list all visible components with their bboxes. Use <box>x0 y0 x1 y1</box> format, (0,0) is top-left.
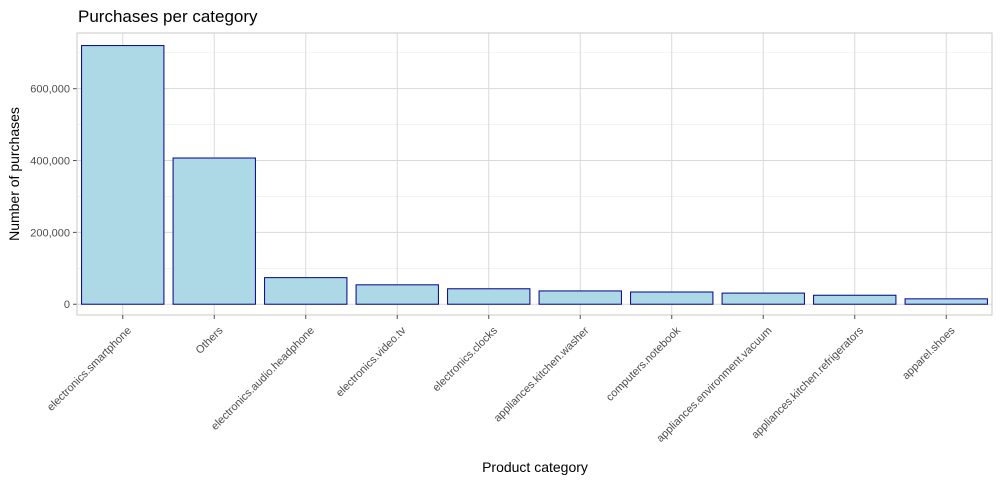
bar-Others <box>172 157 256 305</box>
y-tick-label: 400,000 <box>30 156 70 168</box>
x-tick-label: Others <box>194 324 226 356</box>
bar-appliances-environment-vacuum <box>721 292 805 305</box>
y-axis-title: Number of purchases <box>6 107 22 241</box>
chart-title: Purchases per category <box>78 7 258 26</box>
bar-apparel-shoes <box>904 298 988 305</box>
bar-electronics-video-tv <box>355 284 439 305</box>
bar-appliances-kitchen-washer <box>538 290 622 305</box>
x-tick-label: computers.notebook <box>604 324 683 403</box>
x-tick-label: apparel.shoes <box>900 324 958 382</box>
x-tick-label: appliances.kitchen.refrigerators <box>749 324 866 441</box>
x-axis-title: Product category <box>482 459 588 475</box>
bars <box>81 45 988 305</box>
x-tick-label: appliances.kitchen.washer <box>492 324 592 424</box>
bar-electronics-clocks <box>447 288 531 305</box>
bar-electronics-smartphone <box>81 45 165 305</box>
panel-border <box>76 32 993 316</box>
bar-computers-notebook <box>630 291 714 305</box>
bar-appliances-kitchen-refrigerators <box>813 294 897 305</box>
x-tick-label: electronics.smartphone <box>45 325 134 414</box>
y-tick-label: 0 <box>64 299 70 311</box>
y-tick-label: 600,000 <box>30 84 70 96</box>
bar-electronics-audio-headphone <box>264 277 348 305</box>
x-tick-label: electronics.clocks <box>431 324 501 394</box>
x-tick-label: electronics.audio.headphone <box>209 325 317 433</box>
x-tick-label: electronics.video.tv <box>334 324 409 399</box>
y-tick-label: 200,000 <box>30 227 70 239</box>
